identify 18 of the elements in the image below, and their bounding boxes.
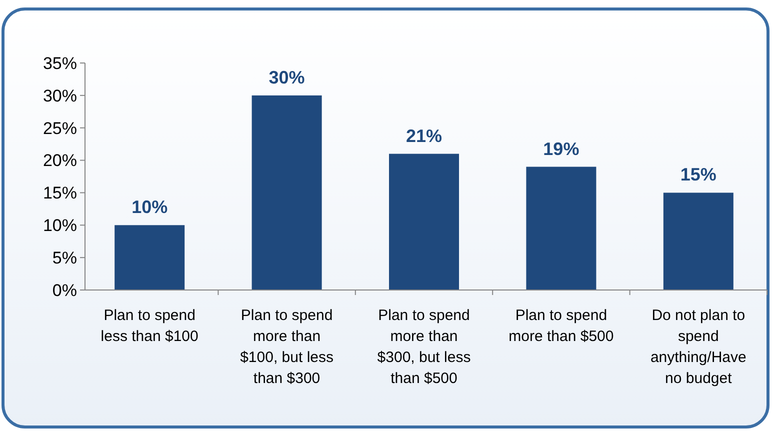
x-tick-label: Plan to spend more than $500	[508, 307, 614, 345]
x-tick-label: Plan to spend more than $300, but less than $500	[377, 307, 471, 387]
data-label: 10%	[132, 197, 168, 218]
y-tick-label: 0%	[52, 280, 77, 300]
x-tick-label: Plan to spend more than $100, but less than $300	[240, 307, 334, 387]
y-tick-label: 30%	[42, 86, 77, 106]
data-label: 30%	[268, 67, 305, 88]
y-tick-label: 5%	[52, 248, 77, 268]
data-label: 19%	[543, 138, 580, 159]
x-tick-label: Do not plan to spend anything/Have no budget	[650, 307, 746, 387]
y-tick-label: 20%	[42, 151, 77, 170]
data-label: 15%	[680, 164, 716, 185]
y-tick-label: 10%	[42, 216, 77, 236]
y-tick-label: 35%	[42, 54, 77, 73]
y-tick-label: 25%	[42, 118, 77, 138]
data-label: 21%	[406, 126, 442, 146]
y-tick-label: 15%	[42, 184, 77, 203]
x-tick-label: Plan to spend less than $100	[100, 307, 198, 345]
